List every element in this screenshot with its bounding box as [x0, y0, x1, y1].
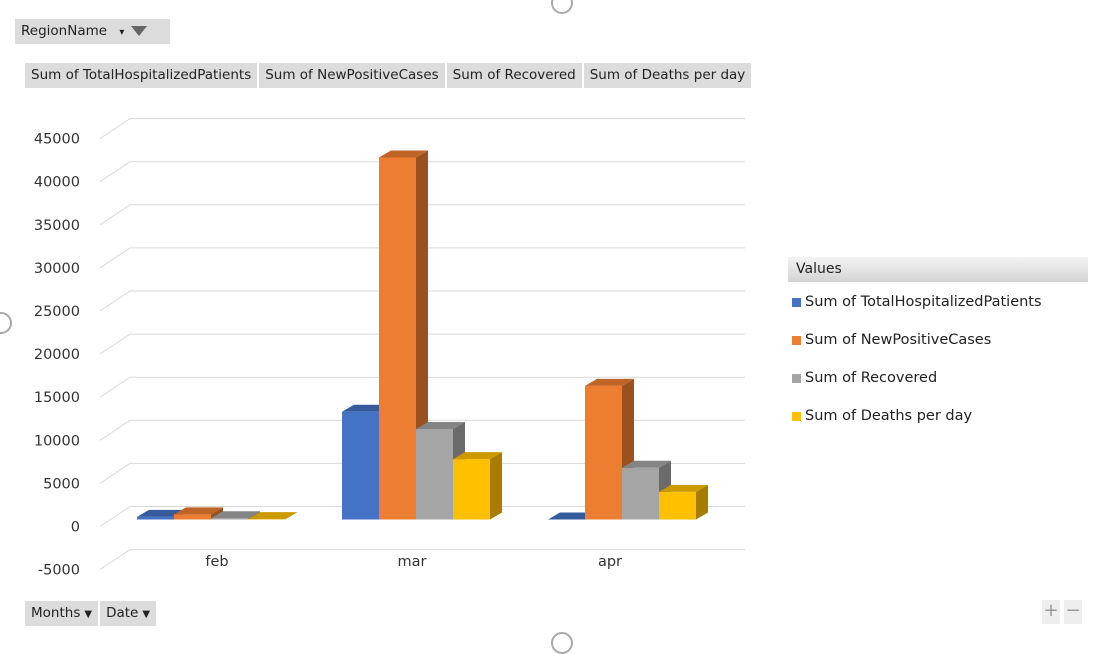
- legend-label: Sum of NewPositiveCases: [805, 328, 991, 352]
- bar-side: [490, 452, 502, 519]
- y-tick-label: 30000: [34, 261, 80, 277]
- series-field-button[interactable]: Sum of Deaths per day: [584, 63, 752, 88]
- legend-label: Sum of TotalHospitalizedPatients: [805, 290, 1042, 314]
- legend-swatch: [792, 298, 801, 307]
- y-tick-label: 15000: [34, 390, 80, 406]
- bar: [659, 492, 696, 520]
- y-tick-label: 5000: [43, 476, 80, 492]
- bar: [174, 514, 211, 519]
- legend-title: Values: [788, 257, 1088, 282]
- y-tick-label: -5000: [38, 563, 80, 579]
- bar: [453, 459, 490, 519]
- x-tick-label: mar: [398, 554, 427, 570]
- date-field-button[interactable]: Date ▼: [100, 601, 156, 626]
- dropdown-arrow-icon: ▼: [84, 609, 92, 620]
- months-label: Months: [31, 605, 80, 621]
- date-label: Date: [106, 605, 138, 621]
- legend-swatch: [792, 336, 801, 345]
- y-tick-label: 25000: [34, 304, 80, 320]
- legend-item: Sum of TotalHospitalizedPatients: [792, 290, 1042, 328]
- legend-item: Sum of Deaths per day: [792, 404, 1042, 442]
- y-tick-label: 40000: [34, 175, 80, 191]
- zoom-in-button[interactable]: +: [1042, 600, 1060, 624]
- legend: Sum of TotalHospitalizedPatients Sum of N…: [792, 290, 1042, 442]
- dropdown-arrow-icon: ▼: [142, 609, 150, 620]
- y-tick-label: 10000: [34, 433, 80, 449]
- filter-icon: [131, 26, 147, 36]
- bar: [622, 468, 659, 520]
- legend-label: Sum of Recovered: [805, 366, 937, 390]
- resize-handle-bottom[interactable]: [551, 632, 573, 654]
- dropdown-arrow-icon: ▾: [119, 27, 124, 38]
- bar: [416, 429, 453, 520]
- y-tick-label: 20000: [34, 347, 80, 363]
- legend-item: Sum of Recovered: [792, 366, 1042, 404]
- zoom-out-button[interactable]: −: [1064, 600, 1082, 624]
- x-tick-label: apr: [598, 554, 622, 570]
- bar: [585, 386, 622, 520]
- region-filter-label: RegionName: [21, 23, 107, 39]
- series-field-button[interactable]: Sum of NewPositiveCases: [259, 63, 444, 88]
- y-tick-label: 45000: [34, 132, 80, 148]
- bar: [342, 412, 379, 520]
- bar: [137, 517, 174, 520]
- bar: [379, 157, 416, 519]
- x-tick-label: feb: [205, 554, 228, 570]
- legend-label: Sum of Deaths per day: [805, 404, 972, 428]
- legend-swatch: [792, 412, 801, 421]
- region-filter-button[interactable]: RegionName ▾: [15, 19, 170, 44]
- y-tick-label: 35000: [34, 218, 80, 234]
- y-tick-label: 0: [71, 520, 80, 536]
- months-field-button[interactable]: Months ▼: [25, 601, 98, 626]
- zoom-controls: + −: [1042, 600, 1082, 624]
- legend-swatch: [792, 374, 801, 383]
- bar: [211, 518, 248, 519]
- series-field-button[interactable]: Sum of Recovered: [447, 63, 582, 88]
- series-field-button[interactable]: Sum of TotalHospitalizedPatients: [25, 63, 257, 88]
- legend-item: Sum of NewPositiveCases: [792, 328, 1042, 366]
- axis-field-buttons: Months ▼ Date ▼: [25, 601, 156, 626]
- gridline: [100, 119, 745, 139]
